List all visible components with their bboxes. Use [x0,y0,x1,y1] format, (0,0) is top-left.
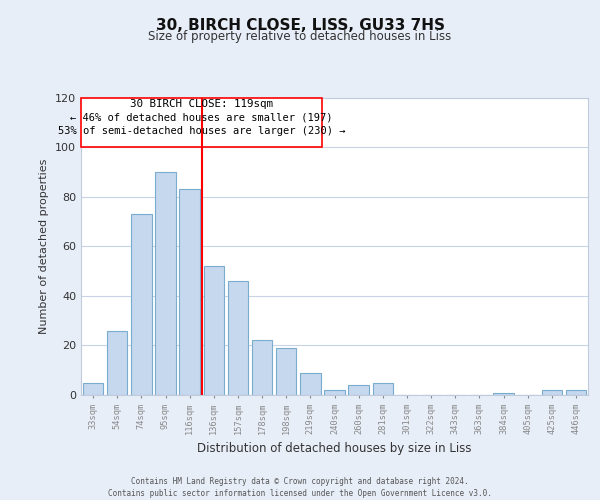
Text: ← 46% of detached houses are smaller (197): ← 46% of detached houses are smaller (19… [70,112,333,122]
Text: 30, BIRCH CLOSE, LISS, GU33 7HS: 30, BIRCH CLOSE, LISS, GU33 7HS [155,18,445,32]
Bar [300,372,320,395]
Bar [276,348,296,395]
Text: 30 BIRCH CLOSE: 119sqm: 30 BIRCH CLOSE: 119sqm [130,98,273,108]
Text: Contains HM Land Registry data © Crown copyright and database right 2024.
Contai: Contains HM Land Registry data © Crown c… [108,476,492,498]
Text: Size of property relative to detached houses in Liss: Size of property relative to detached ho… [148,30,452,43]
Bar [83,382,103,395]
Bar [493,392,514,395]
Bar [227,281,248,395]
X-axis label: Distribution of detached houses by size in Liss: Distribution of detached houses by size … [197,442,472,456]
Bar [566,390,586,395]
Bar [179,189,200,395]
Bar [131,214,152,395]
Bar [252,340,272,395]
Bar [349,385,369,395]
Bar [107,330,127,395]
Text: 53% of semi-detached houses are larger (230) →: 53% of semi-detached houses are larger (… [58,126,346,136]
FancyBboxPatch shape [82,98,322,147]
Y-axis label: Number of detached properties: Number of detached properties [40,158,49,334]
Bar [542,390,562,395]
Bar [203,266,224,395]
Bar [155,172,176,395]
Bar [373,382,393,395]
Bar [324,390,345,395]
